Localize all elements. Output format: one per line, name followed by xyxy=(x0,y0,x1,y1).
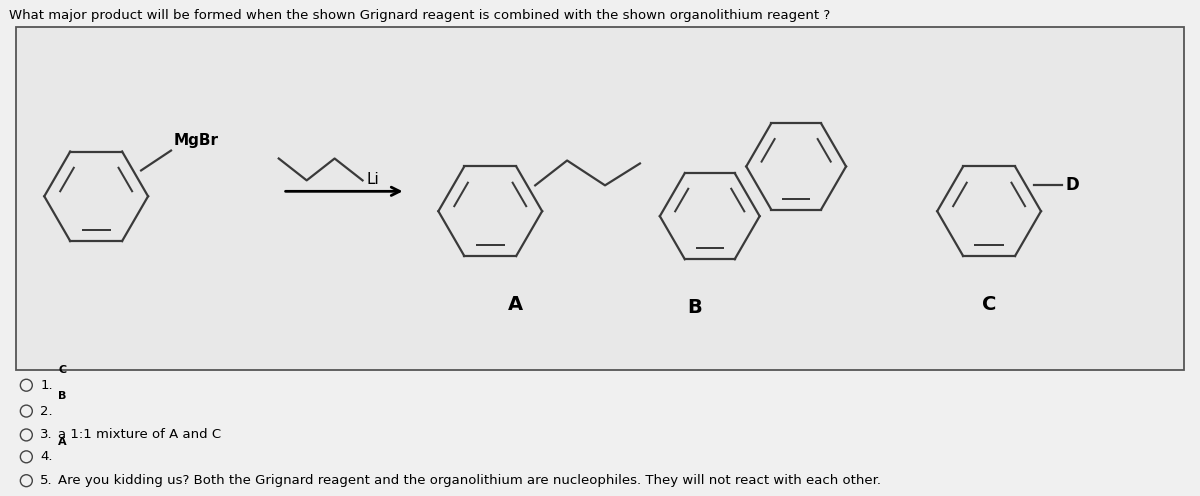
Text: A: A xyxy=(508,295,523,314)
Text: 5.: 5. xyxy=(41,474,53,487)
Text: Are you kidding us? Both the Grignard reagent and the organolithium are nucleoph: Are you kidding us? Both the Grignard re… xyxy=(59,474,881,487)
Text: 1.: 1. xyxy=(41,379,53,392)
Text: MgBr: MgBr xyxy=(174,132,220,148)
Text: A: A xyxy=(59,437,67,447)
Text: D: D xyxy=(1066,177,1080,194)
Text: a 1:1 mixture of A and C: a 1:1 mixture of A and C xyxy=(59,429,221,441)
Text: B: B xyxy=(59,391,67,401)
FancyBboxPatch shape xyxy=(17,27,1183,371)
Text: 3.: 3. xyxy=(41,429,53,441)
Text: 4.: 4. xyxy=(41,450,53,463)
Text: Li: Li xyxy=(366,172,379,187)
Text: C: C xyxy=(59,365,66,375)
Text: What major product will be formed when the shown Grignard reagent is combined wi: What major product will be formed when t… xyxy=(10,9,830,22)
Text: C: C xyxy=(982,295,996,314)
Text: B: B xyxy=(688,298,702,317)
Text: 2.: 2. xyxy=(41,405,53,418)
